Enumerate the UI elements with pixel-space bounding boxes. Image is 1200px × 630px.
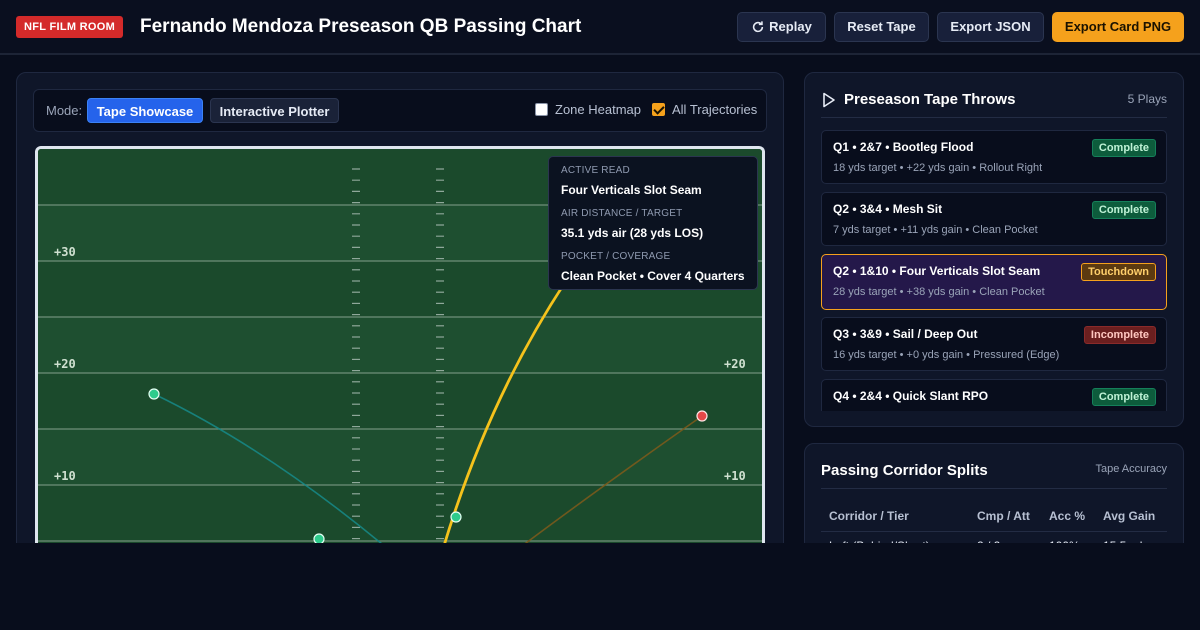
top-bar: NFL FILM ROOM Fernando Mendoza Preseason…: [0, 0, 1200, 55]
mode-interactive-plotter-button[interactable]: Interactive Plotter: [210, 98, 339, 123]
play-result-badge: Complete: [1091, 139, 1156, 157]
mode-tape-showcase-button[interactable]: Tape Showcase: [87, 98, 203, 123]
yard-label-right-20: +20: [724, 357, 746, 371]
yard-label-left-30: +30: [54, 245, 76, 259]
col-header-acc: Acc %: [1049, 509, 1086, 523]
plays-list[interactable]: Q1 • 2&7 • Bootleg Flood 18 yds target •…: [805, 73, 1183, 411]
export-card-button[interactable]: Export Card PNG: [1052, 12, 1184, 42]
col-header-corridor: Corridor / Tier: [829, 509, 909, 523]
yard-label-left-10: +10: [54, 469, 76, 483]
zone-heatmap-label: Zone Heatmap: [555, 102, 641, 117]
play-item-selected[interactable]: Q2 • 1&10 • Four Verticals Slot Seam 28 …: [821, 254, 1167, 310]
play-title: Q2 • 1&10 • Four Verticals Slot Seam: [833, 264, 1041, 278]
active-read-value: Four Verticals Slot Seam: [561, 183, 702, 197]
football-field[interactable]: +30 +20 +10 +20 +10 ACTIVE READ Four Ver…: [35, 146, 765, 546]
splits-panel-title: Passing Corridor Splits: [821, 462, 988, 479]
replay-icon: [751, 19, 769, 34]
trajectory-four-verticals-slot-seam[interactable]: [442, 280, 568, 546]
reset-tape-button[interactable]: Reset Tape: [834, 12, 929, 42]
play-details: 7 yds target • +11 yds gain • Clean Pock…: [833, 224, 1038, 236]
mode-label: Mode:: [46, 103, 83, 118]
play-item[interactable]: Q2 • 3&4 • Mesh Sit 7 yds target • +11 y…: [821, 192, 1167, 246]
viewport-bottom: [0, 543, 1200, 630]
all-trajectories-toggle[interactable]: All Trajectories: [652, 102, 757, 118]
throws-panel-title: Preseason Tape Throws: [844, 91, 1016, 108]
target-point-bootleg-flood[interactable]: [148, 388, 160, 400]
export-json-button[interactable]: Export JSON: [937, 12, 1044, 42]
play-result-badge: Incomplete: [1083, 326, 1156, 344]
trajectory-sail-deep-out[interactable]: [518, 415, 703, 546]
play-item[interactable]: Q4 • 2&4 • Quick Slant RPO Complete: [821, 379, 1167, 411]
play-icon: [822, 92, 836, 113]
play-title: Q4 • 2&4 • Quick Slant RPO: [833, 389, 989, 403]
splits-meta: Tape Accuracy: [1095, 463, 1167, 475]
table-header-divider: [821, 531, 1167, 532]
play-details: 28 yds target • +38 yds gain • Clean Poc…: [833, 286, 1045, 298]
target-point-sail-deep-out[interactable]: [696, 410, 708, 422]
play-details: 16 yds target • +0 yds gain • Pressured …: [833, 349, 1060, 361]
replay-button[interactable]: Replay: [737, 12, 826, 42]
col-header-avg-gain: Avg Gain: [1103, 509, 1156, 523]
play-title: Q2 • 3&4 • Mesh Sit: [833, 202, 943, 216]
yard-label-left-20: +20: [54, 357, 76, 371]
hash-marks: [352, 168, 444, 540]
pocket-coverage-heading: POCKET / COVERAGE: [561, 251, 671, 262]
play-item[interactable]: Q3 • 3&9 • Sail / Deep Out 16 yds target…: [821, 317, 1167, 371]
play-title: Q3 • 3&9 • Sail / Deep Out: [833, 327, 978, 341]
page-title: Fernando Mendoza Preseason QB Passing Ch…: [140, 16, 582, 37]
replay-label: Replay: [769, 19, 812, 34]
play-details: 18 yds target • +22 yds gain • Rollout R…: [833, 162, 1043, 174]
throws-divider: [821, 117, 1167, 118]
play-result-badge: Touchdown: [1081, 263, 1156, 281]
all-trajectories-label: All Trajectories: [672, 102, 758, 117]
zone-heatmap-checkbox[interactable]: [535, 103, 548, 116]
splits-divider: [821, 488, 1167, 489]
air-distance-heading: AIR DISTANCE / TARGET: [561, 208, 683, 219]
play-result-badge: Complete: [1091, 388, 1156, 406]
play-result-badge: Complete: [1091, 201, 1156, 219]
active-read-tooltip: ACTIVE READ Four Verticals Slot Seam AIR…: [548, 156, 758, 290]
mode-bar: Mode: Tape Showcase Interactive Plotter …: [33, 89, 767, 132]
air-distance-value: 35.1 yds air (28 yds LOS): [561, 226, 704, 240]
plays-count: 5 Plays: [1127, 92, 1167, 106]
trajectory-bootleg-flood[interactable]: [153, 393, 388, 546]
tape-throws-panel: Preseason Tape Throws 5 Plays Q1 • 2&7 •…: [804, 72, 1184, 427]
pocket-coverage-value: Clean Pocket • Cover 4 Quarters: [561, 269, 745, 283]
yard-label-right-10: +10: [724, 469, 746, 483]
play-title: Q1 • 2&7 • Bootleg Flood: [833, 140, 974, 154]
release-point[interactable]: [450, 511, 462, 523]
play-item[interactable]: Q1 • 2&7 • Bootleg Flood 18 yds target •…: [821, 130, 1167, 184]
field-panel: Mode: Tape Showcase Interactive Plotter …: [16, 72, 784, 572]
active-read-heading: ACTIVE READ: [561, 165, 630, 176]
all-trajectories-checkbox[interactable]: [652, 103, 665, 116]
zone-heatmap-toggle[interactable]: Zone Heatmap: [535, 102, 641, 118]
col-header-cmp-att: Cmp / Att: [977, 509, 1030, 523]
brand-badge: NFL FILM ROOM: [16, 16, 124, 38]
